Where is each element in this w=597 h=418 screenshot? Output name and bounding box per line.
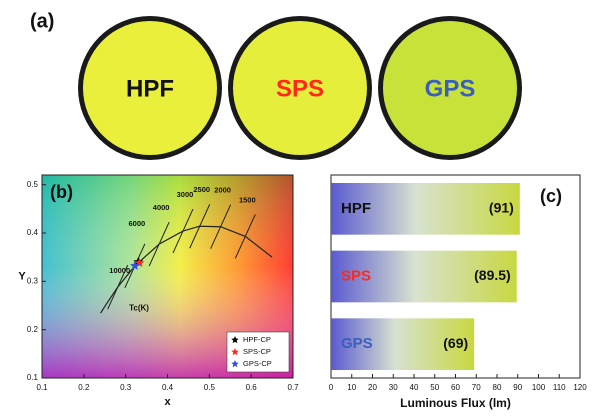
y-tick-label: 0.4 [27, 228, 39, 237]
legend-label: HPF-CP [243, 335, 271, 344]
isotherm-label: 4000 [153, 203, 170, 212]
x-tick-label: 30 [389, 383, 398, 392]
sample-label: HPF [126, 75, 174, 102]
x-tick-label: 0.2 [78, 383, 90, 392]
x-tick-label: 70 [472, 383, 481, 392]
x-tick-label: 50 [430, 383, 439, 392]
x-tick-label: 110 [553, 383, 566, 392]
y-tick-label: 0.1 [27, 373, 39, 382]
locus-label: Tc(K) [129, 304, 149, 313]
panel-label: (a) [30, 10, 54, 32]
bar-chart: 0 10 20 30 40 50 60 70 80 90 100 110 120 Luminous Flu… [329, 175, 587, 410]
x-tick-label: 40 [410, 383, 419, 392]
sample-label: SPS [276, 75, 324, 102]
x-tick-label: 0.5 [204, 383, 216, 392]
value-label: (69) [443, 335, 468, 351]
y-tick-label: 0.5 [27, 180, 39, 189]
isotherm-label: 2500 [193, 185, 210, 194]
isotherm-label: 10000 [109, 266, 130, 275]
x-tick-label: 100 [532, 383, 546, 392]
x-tick-label: 10 [347, 383, 356, 392]
x-axis-label: x [164, 396, 171, 408]
x-tick-label: 0 [329, 383, 334, 392]
x-tick-label: 0.4 [162, 383, 174, 392]
isotherm-label: 1500 [239, 195, 256, 204]
category-label: HPF [341, 200, 371, 217]
panel-label: (b) [50, 182, 73, 202]
value-label: (89.5) [474, 267, 511, 283]
isotherm-label: 6000 [129, 219, 146, 228]
panel-label: (c) [540, 186, 562, 206]
photos: HPF SPS GPS [78, 16, 522, 160]
x-tick-label: 120 [573, 383, 587, 392]
y-tick-label: 0.3 [27, 276, 39, 285]
isotherm-label: 2000 [214, 186, 231, 195]
isotherm-label: 3000 [177, 190, 194, 199]
x-tick-label: 0.7 [287, 383, 299, 392]
x-axis-label: Luminous Flux (lm) [400, 396, 511, 410]
x-tick-label: 80 [493, 383, 502, 392]
category-label: SPS [341, 267, 371, 284]
y-tick-label: 0.2 [27, 325, 39, 334]
value-label: (91) [489, 200, 514, 216]
x-tick-label: 90 [513, 383, 522, 392]
legend-label: SPS-CP [243, 347, 271, 356]
sample-label: GPS [425, 75, 476, 102]
x-tick-label: 0.3 [120, 383, 132, 392]
figure: (a) HPFSPSGPS 0.10.20.30.40.50.60.70.10.… [0, 0, 597, 418]
x-tick-label: 60 [451, 383, 460, 392]
x-tick-label: 20 [368, 383, 377, 392]
cie-chart: 0.1 0.2 0.3 0.4 0.5 0.6 0.7 0.1 0.2 0.3 0.4 0.5 x Y (b… [18, 175, 299, 408]
legend-label: GPS-CP [243, 359, 272, 368]
x-tick-label: 0.6 [246, 383, 258, 392]
y-axis-label: Y [18, 270, 26, 282]
category-label: GPS [341, 335, 373, 352]
x-tick-label: 0.1 [36, 383, 48, 392]
